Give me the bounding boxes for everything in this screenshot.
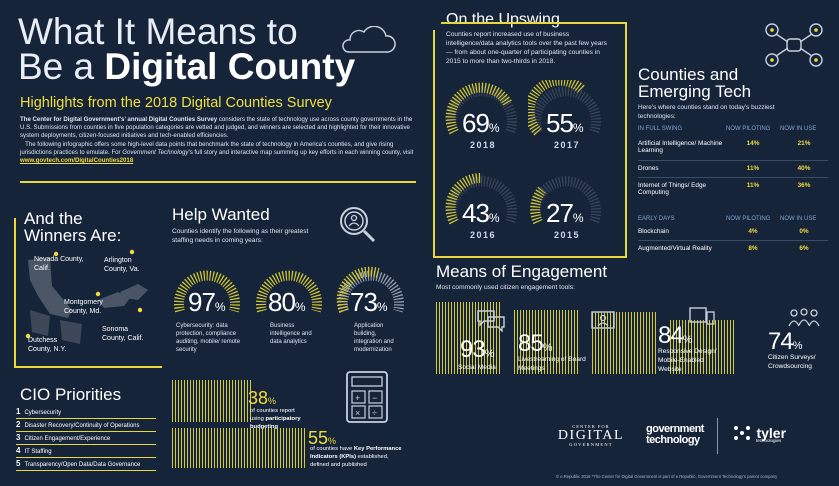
- cio-item-3: 3 Citizen Engagement/Experience: [16, 433, 156, 445]
- svg-text:−: −: [372, 393, 377, 403]
- winner-dutchess: Dutchess County, N.Y.: [28, 337, 67, 354]
- winners-frame: [14, 218, 162, 368]
- people-group-icon: [788, 308, 820, 327]
- engagement-value-1: 93%: [460, 336, 494, 363]
- engagement-label-1: Social Media: [458, 364, 496, 371]
- calculator-icon: + − × ÷: [346, 371, 388, 423]
- upswing-year-2018: 2018: [470, 140, 497, 150]
- help-value-1: 97%: [188, 287, 226, 317]
- intro-text: The Center for Digital Government's’ ann…: [20, 116, 414, 165]
- cio-item-5: 5 Transparency/Open Data/Data Governance: [16, 459, 156, 471]
- engagement-bar-2: [514, 310, 578, 374]
- upswing-year-2017: 2017: [554, 140, 581, 150]
- main-title: What It Means to Be a Digital County: [18, 11, 356, 87]
- winner-arlington: Arlington County, Va.: [104, 257, 140, 274]
- upswing-year-2016: 2016: [470, 230, 497, 240]
- emerging-table-2: EARLY DAYS NOW PILOTING NOW IN USE Block…: [638, 216, 828, 257]
- engagement-bar-4: [670, 320, 734, 374]
- engagement-value-2: 85%: [518, 330, 552, 357]
- engagement-value-4: 74%: [768, 328, 802, 355]
- title-line-1: What It Means to: [18, 11, 298, 52]
- cio-item-2: 2 Disaster Recovery/Continuity of Operati…: [16, 420, 156, 432]
- tyler-mark-icon: [734, 426, 750, 440]
- cio-item-1: 1 Cybersecurity: [16, 407, 156, 419]
- svg-text:×: ×: [355, 408, 360, 418]
- budget-bar-1: [172, 380, 252, 422]
- upswing-desc: Counties report increased use of busines…: [446, 31, 607, 65]
- upswing-gauge-2015: [530, 176, 601, 225]
- upswing-value-2018: 69%: [462, 108, 500, 138]
- subtitle: Highlights from the 2018 Digital Countie…: [20, 95, 332, 111]
- engagement-heading: Means of Engagement: [436, 262, 608, 281]
- help-heading: Help Wanted: [172, 205, 270, 224]
- title-highlight: Digital County: [104, 46, 356, 87]
- winners-heading: And the Winners Are:: [24, 209, 122, 245]
- help-gauge-3: [336, 266, 404, 314]
- govtech-logo: government technology: [646, 423, 704, 446]
- cio-item-4: 4 IT Staffing: [16, 446, 156, 458]
- devices-icon: [689, 307, 715, 325]
- help-value-3: 73%: [350, 287, 388, 317]
- tyler-logo: tyler technologies: [732, 424, 786, 443]
- emerging-row: Blockchain 4% 0%: [638, 228, 828, 241]
- engagement-label-3: Responsive Design/ Mobile-Enabled Websit…: [658, 348, 717, 373]
- help-desc: Counties identify the following as their…: [172, 228, 309, 244]
- emerging-desc: Here’s where counties stand on today’s b…: [638, 104, 775, 120]
- upswing-frame: [433, 22, 627, 258]
- upswing-value-2015: 27%: [546, 198, 584, 228]
- budget-text-2: of counties have Key Performance Indicat…: [310, 446, 402, 468]
- emerging-heading: Counties and Emerging Tech: [638, 65, 752, 101]
- upswing-gauge-2016: [445, 172, 517, 225]
- emerging-row: Internet of Things/ Edge Computing 11% 3…: [638, 182, 811, 196]
- svg-text:+: +: [355, 393, 360, 403]
- winner-nevada: Nevada County, Calif.: [34, 256, 84, 273]
- help-label-2: Business intelligence and data analytics: [270, 323, 312, 346]
- drone-icon: [765, 23, 823, 67]
- engagement-bar-1: [436, 302, 500, 374]
- upswing-value-2016: 43%: [462, 198, 500, 228]
- upswing-gauge-2018: [445, 82, 517, 135]
- survey-link[interactable]: www.govtech.com/DigitalCounties2018: [20, 157, 134, 165]
- engagement-label-2: Livestreaming of Board Meetings: [518, 356, 586, 372]
- emerging-row: Artificial Intelligence/ Machine Learnin…: [638, 140, 828, 161]
- cdg-logo: CENTER FOR DIGITAL GOVERNMENT: [557, 424, 625, 447]
- footer-text: © e.Republic 2018 *The Center for Digita…: [556, 474, 778, 479]
- help-gauge-1: [174, 270, 240, 313]
- upswing-value-2017: 55%: [546, 108, 584, 138]
- winner-sonoma: Sonoma County, Calif.: [102, 326, 144, 343]
- search-person-icon: [340, 207, 376, 243]
- cio-heading: CIO Priorities: [20, 385, 122, 404]
- winner-montgomery: Montgomery County, Md.: [64, 299, 103, 316]
- emerging-row: Augmented/Virtual Reality 8% 6%: [638, 245, 809, 252]
- logo-divider: [717, 418, 718, 454]
- presentation-icon: [591, 311, 615, 329]
- divider: [20, 181, 416, 183]
- svg-text:÷: ÷: [372, 408, 377, 418]
- emerging-table-1: IN FULL SWING NOW PILOTING NOW IN USE Ar…: [638, 126, 828, 202]
- cloud-icon: [342, 26, 396, 53]
- budget-value-1: 38%: [248, 388, 277, 408]
- emerging-row: Drones 11% 40%: [638, 165, 828, 178]
- engagement-label-4: Citizen Surveys/ Crowdsourcing: [768, 354, 816, 370]
- budget-bar-2: [172, 428, 306, 468]
- budget-text-1: of counties report using participatory b…: [250, 408, 301, 430]
- help-gauge-2: [256, 270, 322, 313]
- help-label-1: Cybersecurity: data protection, complian…: [176, 323, 241, 354]
- title-line-2a: Be a: [18, 46, 105, 87]
- upswing-year-2015: 2015: [554, 230, 581, 240]
- engagement-value-3: 84%: [658, 322, 692, 349]
- upswing-gauge-2017: [528, 80, 601, 136]
- engagement-bar-3: [592, 312, 656, 374]
- help-label-3: Application building, integration and mo…: [354, 323, 394, 354]
- help-value-2: 80%: [268, 287, 306, 317]
- us-map: [25, 249, 148, 344]
- chat-bubbles-icon: [477, 310, 505, 332]
- engagement-desc: Most commonly used citizen engagement to…: [436, 284, 575, 291]
- budget-value-2: 55%: [308, 428, 337, 448]
